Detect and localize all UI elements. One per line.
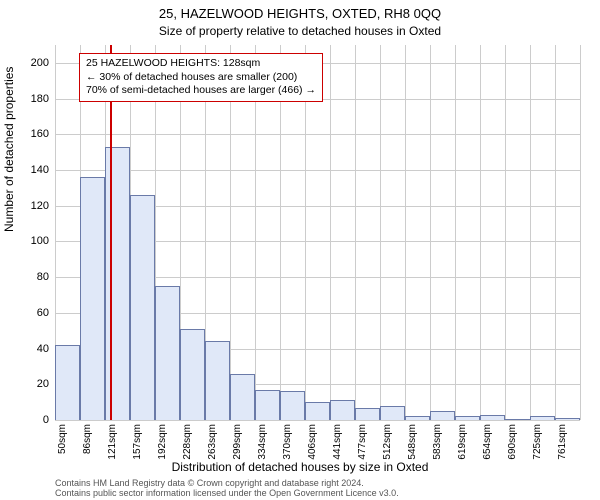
histogram-bar bbox=[530, 416, 555, 420]
footer-line-1: Contains HM Land Registry data © Crown c… bbox=[55, 478, 399, 488]
gridline-vertical bbox=[505, 45, 506, 420]
histogram-bar bbox=[430, 411, 455, 420]
y-tick-label: 140 bbox=[9, 164, 49, 176]
gridline-vertical bbox=[355, 45, 356, 420]
x-tick-label: 761sqm bbox=[557, 424, 568, 464]
y-tick-label: 60 bbox=[9, 307, 49, 319]
gridline-horizontal bbox=[55, 420, 580, 421]
histogram-bar bbox=[180, 329, 205, 420]
x-tick-label: 583sqm bbox=[432, 424, 443, 464]
x-tick-label: 619sqm bbox=[457, 424, 468, 464]
histogram-bar bbox=[505, 419, 530, 420]
y-tick-label: 80 bbox=[9, 271, 49, 283]
y-tick-label: 0 bbox=[9, 414, 49, 426]
histogram-bar bbox=[80, 177, 105, 420]
annotation-line-2: ← 30% of detached houses are smaller (20… bbox=[86, 71, 316, 85]
y-tick-label: 160 bbox=[9, 128, 49, 140]
gridline-vertical bbox=[580, 45, 581, 420]
x-tick-label: 86sqm bbox=[82, 424, 93, 464]
annotation-line-3: 70% of semi-detached houses are larger (… bbox=[86, 84, 316, 98]
x-tick-label: 441sqm bbox=[332, 424, 343, 464]
histogram-bar bbox=[255, 390, 280, 420]
histogram-bar bbox=[305, 402, 330, 420]
histogram-bar bbox=[155, 286, 180, 420]
histogram-bar bbox=[105, 147, 130, 420]
gridline-horizontal bbox=[55, 170, 580, 171]
chart-figure: 25, HAZELWOOD HEIGHTS, OXTED, RH8 0QQ Si… bbox=[0, 0, 600, 500]
y-tick-label: 200 bbox=[9, 57, 49, 69]
footer-attribution: Contains HM Land Registry data © Crown c… bbox=[55, 478, 399, 499]
x-tick-label: 477sqm bbox=[357, 424, 368, 464]
histogram-bar bbox=[230, 374, 255, 420]
x-tick-label: 334sqm bbox=[257, 424, 268, 464]
chart-title-sub: Size of property relative to detached ho… bbox=[0, 24, 600, 38]
gridline-vertical bbox=[455, 45, 456, 420]
x-tick-label: 406sqm bbox=[307, 424, 318, 464]
gridline-vertical bbox=[430, 45, 431, 420]
x-tick-label: 370sqm bbox=[282, 424, 293, 464]
histogram-bar bbox=[480, 415, 505, 420]
footer-line-2: Contains public sector information licen… bbox=[55, 488, 399, 498]
x-tick-label: 299sqm bbox=[232, 424, 243, 464]
chart-title-main: 25, HAZELWOOD HEIGHTS, OXTED, RH8 0QQ bbox=[0, 6, 600, 21]
annotation-line-1: 25 HAZELWOOD HEIGHTS: 128sqm bbox=[86, 57, 316, 71]
histogram-bar bbox=[380, 406, 405, 420]
x-tick-label: 228sqm bbox=[182, 424, 193, 464]
histogram-bar bbox=[205, 341, 230, 420]
x-tick-label: 192sqm bbox=[157, 424, 168, 464]
gridline-vertical bbox=[530, 45, 531, 420]
x-tick-label: 263sqm bbox=[207, 424, 218, 464]
x-tick-label: 121sqm bbox=[107, 424, 118, 464]
x-tick-label: 725sqm bbox=[532, 424, 543, 464]
gridline-vertical bbox=[380, 45, 381, 420]
x-tick-label: 548sqm bbox=[407, 424, 418, 464]
gridline-vertical bbox=[555, 45, 556, 420]
histogram-bar bbox=[555, 418, 580, 420]
x-tick-label: 157sqm bbox=[132, 424, 143, 464]
gridline-vertical bbox=[480, 45, 481, 420]
y-tick-label: 20 bbox=[9, 378, 49, 390]
x-tick-label: 654sqm bbox=[482, 424, 493, 464]
histogram-bar bbox=[355, 408, 380, 421]
x-tick-label: 512sqm bbox=[382, 424, 393, 464]
histogram-bar bbox=[130, 195, 155, 420]
gridline-horizontal bbox=[55, 134, 580, 135]
y-tick-label: 180 bbox=[9, 93, 49, 105]
histogram-bar bbox=[330, 400, 355, 420]
histogram-bar bbox=[405, 416, 430, 420]
y-tick-label: 40 bbox=[9, 343, 49, 355]
plot-area: 25 HAZELWOOD HEIGHTS: 128sqm ← 30% of de… bbox=[55, 45, 580, 420]
y-tick-label: 100 bbox=[9, 235, 49, 247]
histogram-bar bbox=[55, 345, 80, 420]
annotation-box: 25 HAZELWOOD HEIGHTS: 128sqm ← 30% of de… bbox=[79, 53, 323, 102]
x-tick-label: 690sqm bbox=[507, 424, 518, 464]
gridline-vertical bbox=[405, 45, 406, 420]
gridline-vertical bbox=[330, 45, 331, 420]
histogram-bar bbox=[455, 416, 480, 420]
y-tick-label: 120 bbox=[9, 200, 49, 212]
x-tick-label: 50sqm bbox=[57, 424, 68, 464]
histogram-bar bbox=[280, 391, 305, 420]
